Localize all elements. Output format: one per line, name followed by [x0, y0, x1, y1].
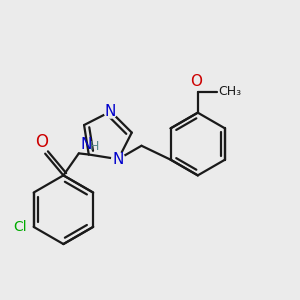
Text: N: N [80, 137, 92, 152]
Text: N: N [105, 104, 116, 119]
Text: O: O [190, 74, 202, 89]
Text: Cl: Cl [14, 220, 27, 234]
Text: CH₃: CH₃ [219, 85, 242, 98]
Text: H: H [90, 140, 99, 153]
Circle shape [104, 105, 117, 118]
Text: N: N [112, 152, 124, 167]
Circle shape [112, 153, 125, 166]
Text: O: O [35, 133, 48, 151]
